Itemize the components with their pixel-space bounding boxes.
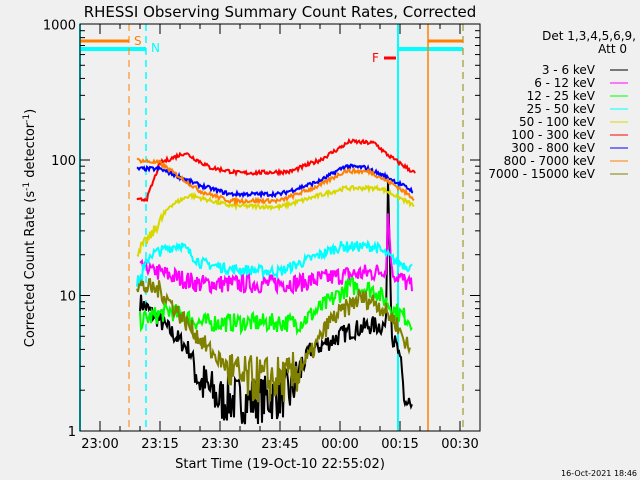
x-tick-label: 00:15 — [381, 437, 418, 452]
legend-header-attenuator: Att 0 — [598, 42, 627, 56]
legend-label: 3 - 6 keV — [542, 63, 596, 77]
series-line-3 — [136, 239, 413, 289]
saa-label: S — [134, 34, 142, 48]
legend-header-detectors: Det 1,3,4,5,6,9, — [542, 29, 636, 43]
y-axis-label: Corrected Count Rate (s-1 detector-1) — [22, 109, 38, 347]
y-tick-label: 1000 — [43, 19, 76, 34]
legend-label: 12 - 25 keV — [527, 89, 596, 103]
legend-label: 25 - 50 keV — [527, 102, 596, 116]
y-axis: 1 10 100 1000 — [43, 19, 480, 440]
legend-label: 7000 - 15000 keV — [488, 167, 595, 181]
series-line-4 — [136, 184, 415, 257]
x-tick-label: 23:00 — [81, 437, 118, 452]
series-line-8 — [136, 277, 411, 403]
legend-label: 300 - 800 keV — [511, 141, 595, 155]
x-axis: 23:00 23:15 23:30 23:45 00:00 00:15 00:30 — [79, 24, 481, 452]
flare-label: F — [372, 51, 379, 65]
series-line-7 — [136, 157, 415, 207]
night-label: N — [151, 41, 160, 55]
legend-label: 800 - 7000 keV — [504, 154, 596, 168]
series-line-5 — [136, 137, 416, 203]
legend-label: 6 - 12 keV — [534, 76, 596, 90]
x-axis-label: Start Time (19-Oct-10 22:55:02) — [175, 457, 385, 472]
series-line-6 — [136, 163, 414, 200]
x-tick-label: 23:45 — [261, 437, 298, 452]
plot-area: S N F — [79, 24, 464, 431]
x-tick-label: 23:15 — [141, 437, 178, 452]
y-tick-label: 100 — [51, 154, 76, 169]
y-tick-label: 10 — [59, 290, 76, 305]
x-tick-label: 00:00 — [321, 437, 358, 452]
footer-timestamp: 16-Oct-2021 18:46 — [561, 469, 637, 478]
chart-title: RHESSI Observing Summary Count Rates, Co… — [84, 3, 477, 21]
series-line-1 — [139, 213, 413, 296]
x-tick-label: 00:30 — [441, 437, 478, 452]
y-tick-label: 1 — [68, 425, 76, 440]
legend-label: 50 - 100 keV — [519, 115, 596, 129]
x-tick-label: 23:30 — [201, 437, 238, 452]
series-line-0 — [139, 181, 413, 425]
legend-label: 100 - 300 keV — [511, 128, 595, 142]
